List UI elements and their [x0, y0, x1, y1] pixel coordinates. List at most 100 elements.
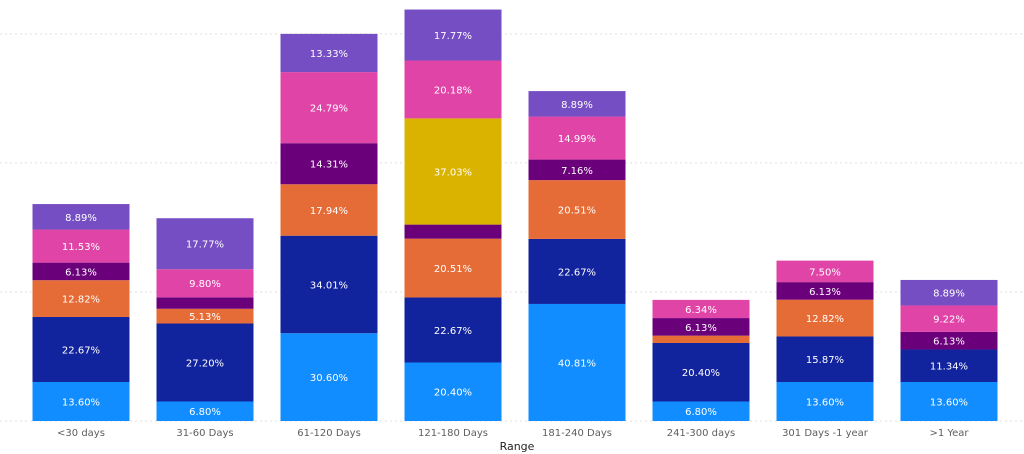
bar-segment [156, 323, 254, 402]
data-label: 22.67% [62, 345, 100, 356]
data-label: 9.80% [189, 279, 221, 290]
bar-segment [280, 143, 378, 185]
data-label: 20.40% [682, 368, 720, 379]
bar-segment [280, 184, 378, 236]
bar-segment [652, 318, 750, 336]
bar-segment [156, 218, 254, 270]
data-label: 6.80% [189, 407, 221, 418]
bar-segment [404, 60, 502, 119]
x-tick-label: 301 Days -1 year [782, 428, 869, 439]
bar-segment [156, 308, 254, 324]
bar-segment [280, 235, 378, 334]
data-label: 5.13% [189, 312, 221, 323]
data-label: 6.13% [809, 287, 841, 298]
bar-segment [404, 9, 502, 61]
data-label: 34.01% [310, 280, 348, 291]
bar-segment [280, 72, 378, 144]
bar-segment [776, 336, 874, 382]
data-label: 24.79% [310, 104, 348, 115]
bar-segment [900, 349, 998, 382]
data-label: 13.60% [930, 397, 968, 408]
bar-segment [404, 224, 502, 239]
x-tick-label: 181-240 Days [542, 428, 612, 439]
data-label: 6.13% [933, 337, 965, 348]
x-axis-ticks: <30 days 31-60 Days 61-120 Days 121-180 Day… [57, 428, 969, 439]
data-label: 7.50% [809, 267, 841, 278]
data-label: 22.67% [434, 326, 472, 337]
bar-segment [32, 229, 130, 263]
bar-segment [32, 262, 130, 281]
data-label: 6.80% [685, 407, 717, 418]
data-label: 13.60% [806, 397, 844, 408]
bar-segment [652, 299, 750, 319]
data-label: 17.77% [434, 31, 472, 42]
bar-segment [652, 342, 750, 402]
x-tick-label: >1 Year [929, 428, 969, 439]
x-tick-label: 61-120 Days [297, 428, 361, 439]
bar-segment [404, 297, 502, 363]
data-label: 12.82% [62, 295, 100, 306]
bar-segment [280, 33, 378, 73]
data-label: 15.87% [806, 355, 844, 366]
data-label: 17.77% [186, 240, 224, 251]
bar-segment [404, 362, 502, 421]
data-label: 6.13% [65, 267, 97, 278]
bar-segment [280, 333, 378, 421]
data-label: 22.67% [558, 267, 596, 278]
bar-segment [32, 204, 130, 230]
bar-segment [404, 238, 502, 298]
bar-segment [528, 116, 626, 160]
data-label: 20.18% [434, 85, 472, 96]
bar-segment [652, 335, 750, 343]
bar-segment [652, 401, 750, 421]
data-label: 37.03% [434, 167, 472, 178]
bar-segment [528, 159, 626, 181]
bar-segment [528, 238, 626, 304]
x-tick-label: 241-300 days [667, 428, 736, 439]
data-label: 6.13% [685, 323, 717, 334]
bar-segment [404, 118, 502, 225]
data-label: 11.34% [930, 362, 968, 373]
bar-segment [776, 381, 874, 421]
data-label: 8.89% [561, 100, 593, 111]
bar-segment [776, 260, 874, 283]
data-label: 14.31% [310, 160, 348, 171]
x-tick-label: 31-60 Days [176, 428, 233, 439]
data-label: 20.51% [558, 206, 596, 217]
bar-segment [32, 280, 130, 317]
x-axis-title: Range [500, 440, 535, 453]
bar-segment [528, 180, 626, 239]
bar-segment [32, 316, 130, 382]
data-label: 11.53% [62, 242, 100, 253]
data-label: 8.89% [65, 213, 97, 224]
bar-segment [900, 305, 998, 332]
bar-segment [528, 91, 626, 117]
bar-segment [900, 279, 998, 306]
data-label: 27.20% [186, 358, 224, 369]
data-label: 40.81% [558, 358, 596, 369]
bar-segment [156, 401, 254, 421]
bar-segment [528, 303, 626, 421]
x-tick-label: 121-180 Days [418, 428, 488, 439]
bar-segment [900, 331, 998, 350]
data-label: 14.99% [558, 134, 596, 145]
x-tick-label: <30 days [57, 428, 105, 439]
data-label: 6.34% [685, 305, 717, 316]
data-label: 13.60% [62, 397, 100, 408]
data-label: 8.89% [933, 289, 965, 300]
bar-segment [156, 297, 254, 309]
bar-segment [776, 299, 874, 337]
bar-segment [776, 282, 874, 300]
data-label: 12.82% [806, 314, 844, 325]
data-label: 13.33% [310, 49, 348, 60]
data-label: 17.94% [310, 206, 348, 217]
data-label: 20.40% [434, 388, 472, 399]
bars: 13.60% 22.67% 12.82% 6.13% 11.53% 8.89% 6.80% 2… [32, 9, 998, 421]
bar-segment [156, 269, 254, 298]
bar-segment [900, 381, 998, 421]
data-label: 30.60% [310, 373, 348, 384]
data-label: 9.22% [933, 315, 965, 326]
data-label: 20.51% [434, 264, 472, 275]
bar-segment [32, 381, 130, 421]
